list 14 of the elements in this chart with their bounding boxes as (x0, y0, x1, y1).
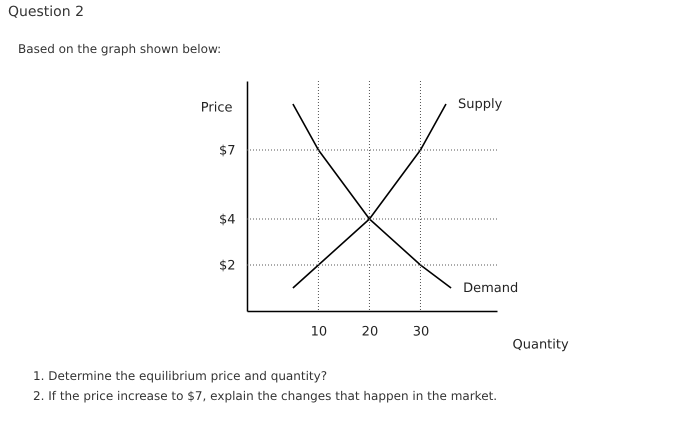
series-label: Supply (458, 97, 503, 112)
text: Question 2 (8, 4, 84, 20)
y-tick-label: $2 (218, 258, 236, 274)
series-label: Demand (463, 281, 518, 296)
x-axis-title: Quantity (512, 338, 569, 352)
y-tick-label: $7 (218, 144, 236, 158)
x-tick-label: 20 (362, 324, 378, 340)
y-axis-title: Price (200, 100, 232, 116)
x-tick-label: 10 (310, 324, 328, 340)
text: Based on the graph shown below: (18, 42, 222, 56)
text: 1. Determine the equilibrium price and quantity? (33, 368, 328, 385)
y-tick-label: $4 (218, 212, 236, 228)
x-tick-label: 30 (412, 324, 430, 340)
text: 2. If the price increase to $7, explain the changes that happen in the market. (33, 388, 498, 405)
